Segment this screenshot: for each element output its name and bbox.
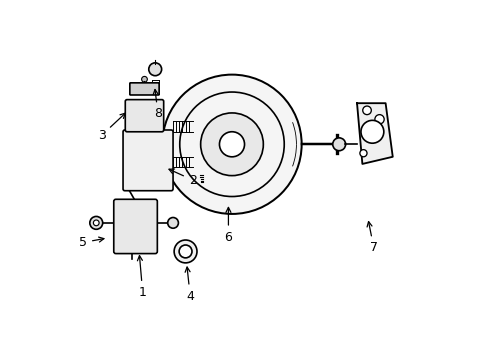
Circle shape xyxy=(148,63,162,76)
Circle shape xyxy=(162,75,301,214)
Circle shape xyxy=(127,215,136,224)
Text: 4: 4 xyxy=(185,267,194,303)
Circle shape xyxy=(200,113,263,176)
Text: 5: 5 xyxy=(79,236,104,249)
Circle shape xyxy=(362,106,370,114)
Text: 2: 2 xyxy=(169,169,196,186)
Text: 1: 1 xyxy=(137,256,146,299)
Text: 3: 3 xyxy=(98,113,125,142)
Circle shape xyxy=(332,138,345,151)
Text: 6: 6 xyxy=(224,207,232,244)
Text: 7: 7 xyxy=(366,222,377,255)
Text: 8: 8 xyxy=(153,90,162,120)
Polygon shape xyxy=(356,103,392,164)
Circle shape xyxy=(90,216,102,229)
Circle shape xyxy=(219,132,244,157)
Circle shape xyxy=(93,220,99,226)
FancyBboxPatch shape xyxy=(123,130,173,191)
Circle shape xyxy=(367,133,376,141)
Circle shape xyxy=(374,114,384,124)
Circle shape xyxy=(167,217,178,228)
Circle shape xyxy=(360,120,383,143)
FancyBboxPatch shape xyxy=(125,100,163,132)
Circle shape xyxy=(359,150,366,157)
FancyBboxPatch shape xyxy=(114,199,157,253)
Circle shape xyxy=(174,240,197,263)
Circle shape xyxy=(142,76,147,82)
Circle shape xyxy=(179,245,192,258)
FancyBboxPatch shape xyxy=(130,83,159,95)
